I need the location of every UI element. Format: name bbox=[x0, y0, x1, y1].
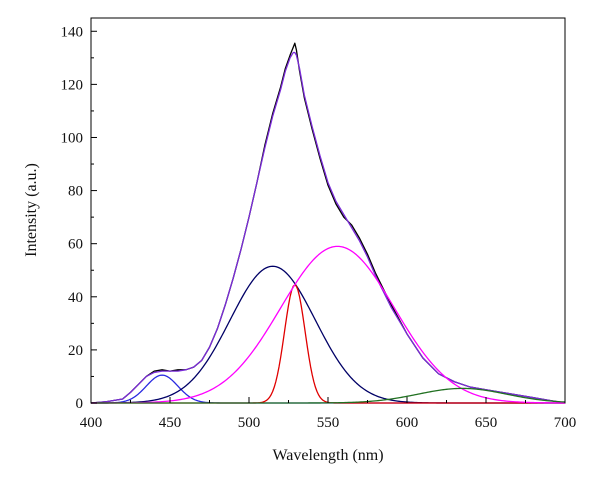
y-tick-label: 140 bbox=[61, 24, 84, 40]
y-tick-label: 60 bbox=[68, 237, 83, 253]
x-tick-label: 550 bbox=[317, 415, 340, 431]
x-tick-label: 600 bbox=[396, 415, 419, 431]
y-tick-label: 120 bbox=[61, 77, 84, 93]
x-tick-label: 650 bbox=[475, 415, 498, 431]
x-tick-label: 500 bbox=[238, 415, 261, 431]
x-tick-label: 400 bbox=[80, 415, 103, 431]
gaussian-component-line-3 bbox=[91, 265, 565, 404]
x-tick-label: 450 bbox=[159, 415, 182, 431]
y-tick-label: 40 bbox=[68, 290, 83, 306]
x-tick-label: 700 bbox=[554, 415, 577, 431]
gaussian-component-line-5 bbox=[91, 245, 566, 404]
y-tick-label: 100 bbox=[61, 130, 84, 146]
y-tick-label: 0 bbox=[76, 396, 84, 412]
x-axis-title: Wavelength (nm) bbox=[272, 447, 383, 464]
y-tick-label: 80 bbox=[68, 184, 83, 200]
y-tick-label: 20 bbox=[68, 343, 83, 359]
fitted-sum-line-1 bbox=[90, 51, 566, 404]
curves-layer bbox=[90, 42, 566, 404]
measured-spectrum-line-0 bbox=[90, 42, 566, 404]
y-axis-title: Intensity (a.u.) bbox=[23, 163, 40, 257]
ticks-layer: 400 450 500 550 600 650 700 0 20 40 60 80 100 120 140 bbox=[61, 24, 577, 431]
